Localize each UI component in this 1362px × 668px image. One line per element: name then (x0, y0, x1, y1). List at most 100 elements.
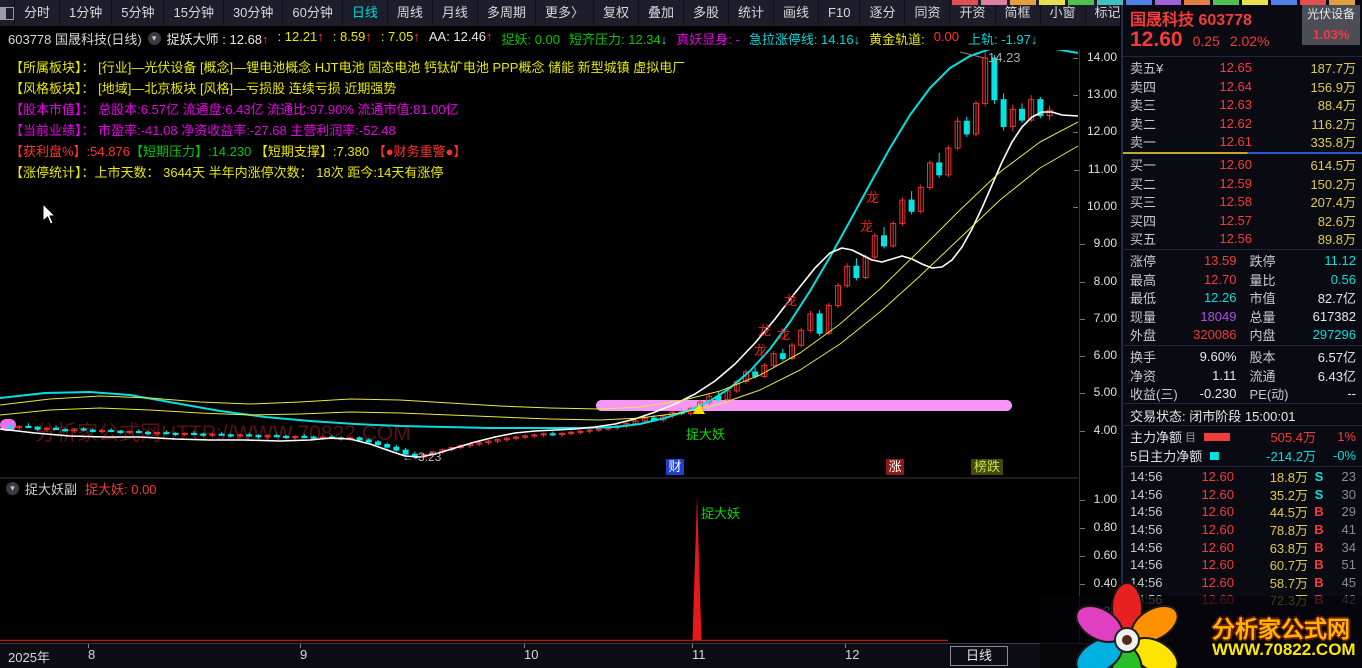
tool-button-叠加[interactable]: 叠加 (639, 0, 684, 26)
period-tab-月线[interactable]: 月线 (433, 0, 478, 26)
cutoff-tab[interactable] (1155, 0, 1181, 5)
arrow-up-icon[interactable]: ↑ (365, 28, 372, 44)
price-tick-label[interactable]: 9.00 (1079, 236, 1117, 250)
buy-level-row[interactable]: 买三 12.58 207.4万 (1123, 192, 1362, 211)
info-text[interactable]: 【股本市值】： 总股本:6.57亿 流通盘:6.43亿 流通比:97.90% 流… (10, 102, 459, 117)
period-tab-日线[interactable]: 日线 (343, 0, 388, 26)
cutoff-tab[interactable] (1010, 0, 1036, 5)
book-label[interactable]: 买二 (1130, 176, 1157, 192)
info-text[interactable]: 【涨停统计】：上市天数： 3644天 半年内涨停次数： 18次 距今:14天有涨… (10, 165, 444, 180)
stat-cell[interactable]: 量比 0.56 (1243, 270, 1362, 289)
cutoff-tab[interactable] (1039, 0, 1065, 5)
stat-value[interactable]: 6.57亿 (1317, 350, 1356, 365)
stat-row[interactable]: 涨停 13.59 跌停 11.12 (1123, 251, 1362, 270)
stat-value[interactable]: 1.11 (1212, 367, 1237, 383)
period-tab-30分钟[interactable]: 30分钟 (224, 0, 284, 26)
axis-month-label[interactable]: 8 (88, 647, 96, 662)
tick-row[interactable]: 14:56 12.60 60.7万 B 51 (1123, 556, 1362, 574)
tick-count[interactable]: 23 (1341, 469, 1356, 485)
tick-price[interactable]: 12.60 (1201, 469, 1234, 485)
tick-count[interactable]: 29 (1341, 504, 1356, 520)
stat-value[interactable]: 6.43亿 (1317, 368, 1356, 384)
info-text[interactable]: 【风格板块】： [地域]—北京板块 [风格]—亏损股 连续亏损 近期强势 (10, 81, 397, 96)
stat-cell[interactable]: 现量 18049 (1123, 307, 1243, 326)
panel-divider[interactable] (1123, 403, 1362, 404)
stat-cell[interactable]: 跌停 11.12 (1243, 251, 1362, 270)
arrow-up-icon[interactable]: ↑ (317, 28, 324, 44)
arrow-up-icon[interactable]: ↑ (413, 28, 420, 44)
book-label[interactable]: 卖三 (1130, 98, 1157, 114)
axis-tick[interactable] (845, 644, 846, 648)
book-volume[interactable]: 89.8万 (1317, 232, 1356, 248)
stat-row[interactable]: 最高 12.70 量比 0.56 (1123, 270, 1362, 289)
flow-pct[interactable]: 1% (1337, 429, 1356, 444)
period-tab-更多〉[interactable]: 更多〉 (536, 0, 594, 26)
tool-button-小窗[interactable]: 小窗 (1041, 0, 1086, 26)
cutoff-tab[interactable] (952, 0, 978, 5)
period-tab-15分钟[interactable]: 15分钟 (164, 0, 224, 26)
price-tick-label[interactable]: 12.00 (1072, 124, 1117, 138)
sell-level-row[interactable]: 卖五¥ 12.65 187.7万 (1123, 58, 1362, 77)
tick-row[interactable]: 14:56 12.60 63.8万 B 34 (1123, 538, 1362, 556)
tick-time[interactable]: 14:56 (1130, 539, 1163, 555)
book-volume[interactable]: 88.4万 (1317, 98, 1356, 114)
panel-divider[interactable] (1123, 249, 1362, 250)
book-label[interactable]: 买一 (1130, 158, 1157, 173)
sell-level-row[interactable]: 卖一 12.61 335.8万 (1123, 132, 1362, 151)
panel-divider[interactable] (1123, 425, 1362, 426)
time-axis[interactable]: 2025年 日线 8 9 10 11 12 (0, 643, 1120, 668)
cutoff-tab[interactable] (981, 0, 1007, 5)
indicator-segment[interactable]: 上轨: -1.97↓ (968, 31, 1038, 47)
stat-label[interactable]: 量比 (1249, 272, 1276, 288)
period-tab-多周期[interactable]: 多周期 (478, 0, 536, 26)
fundamental-row[interactable]: 换手 9.60% 股本 6.57亿 (1123, 347, 1362, 366)
stat-label[interactable]: 市值 (1249, 291, 1276, 307)
info-line[interactable]: 【所属板块】： [行业]—光伏设备 [概念]—锂电池概念 HJT电池 固态电池 … (10, 57, 685, 78)
stat-value[interactable]: 12.70 (1203, 271, 1237, 287)
tick-row[interactable]: 14:56 12.60 78.8万 B 41 (1123, 521, 1362, 539)
stat-label[interactable]: PE(动) (1249, 387, 1289, 403)
tick-direction[interactable]: B (1314, 539, 1324, 555)
info-line[interactable]: 【获利盘%】:54.876【短期压力】:14.230 【短期支撑】:7.380 … (10, 141, 685, 162)
stat-value[interactable]: 9.60% (1199, 349, 1237, 364)
stat-cell[interactable]: 收益(三) -0.230 (1123, 384, 1243, 403)
tick-price[interactable]: 12.60 (1201, 557, 1234, 573)
indicator-segment[interactable]: 急拉涨停线: 14.16↓ (748, 31, 861, 47)
axis-tick[interactable] (300, 644, 301, 648)
tool-button-复权[interactable]: 复权 (594, 0, 639, 26)
arrow-up-icon[interactable]: ↑ (485, 28, 493, 44)
info-line[interactable]: 【风格板块】： [地域]—北京板块 [风格]—亏损股 连续亏损 近期强势 (10, 78, 685, 99)
book-price[interactable]: 12.58 (1219, 194, 1252, 210)
stat-cell[interactable]: 市值 82.7亿 (1243, 288, 1362, 307)
flow-value[interactable]: 505.4万 (1270, 430, 1316, 445)
cutoff-tab[interactable] (1271, 0, 1297, 5)
tick-direction[interactable]: B (1314, 522, 1324, 538)
indicator-segment[interactable]: : 12.21↑ (277, 28, 324, 44)
info-line[interactable]: 【股本市值】： 总股本:6.57亿 流通盘:6.43亿 流通比:97.90% 流… (10, 99, 685, 120)
tick-price[interactable]: 12.60 (1201, 522, 1234, 538)
info-line[interactable]: 【涨停统计】：上市天数： 3644天 半年内涨停次数： 18次 距今:14天有涨… (10, 162, 685, 183)
cutoff-tab[interactable] (1213, 0, 1239, 5)
book-price[interactable]: 12.65 (1219, 60, 1252, 75)
indicator-segment[interactable]: 短齐压力: 12.34↓ (569, 31, 668, 47)
book-label[interactable]: 买五 (1130, 232, 1157, 248)
stat-value[interactable]: 82.7亿 (1317, 291, 1356, 307)
period-tab-周线[interactable]: 周线 (388, 0, 433, 26)
cutoff-tab[interactable] (1068, 0, 1094, 5)
list-icon[interactable]: 目 (1185, 431, 1197, 444)
price-tick-label[interactable]: 4.00 (1079, 423, 1117, 437)
tick-count[interactable]: 45 (1341, 574, 1356, 590)
stat-label[interactable]: 收益(三) (1130, 387, 1178, 403)
sub-tick-label[interactable]: 0.60 (1079, 548, 1117, 562)
book-volume[interactable]: 150.2万 (1310, 176, 1356, 192)
tick-direction[interactable]: S (1314, 469, 1324, 485)
stat-label[interactable]: 最高 (1130, 272, 1157, 288)
tick-time[interactable]: 14:56 (1130, 469, 1163, 485)
fundamental-row[interactable]: 收益(三) -0.230 PE(动) -- (1123, 384, 1362, 403)
sell-level-row[interactable]: 卖三 12.63 88.4万 (1123, 95, 1362, 114)
tick-volume[interactable]: 63.8万 (1269, 540, 1308, 556)
book-price[interactable]: 12.57 (1219, 212, 1252, 228)
book-label[interactable]: 买三 (1130, 195, 1157, 211)
book-price[interactable]: 12.60 (1219, 157, 1252, 172)
price-tick-label[interactable]: 10.00 (1072, 199, 1117, 213)
